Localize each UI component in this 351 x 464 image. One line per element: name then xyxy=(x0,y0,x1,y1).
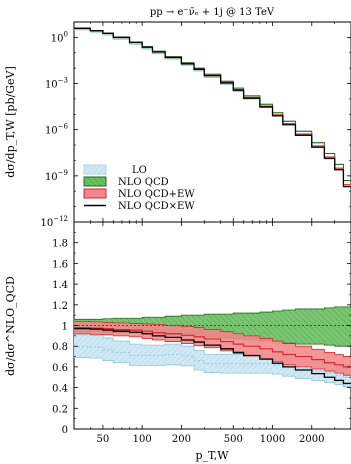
x-tick-label: 50 xyxy=(97,434,110,445)
ratio-line-lo xyxy=(74,346,351,378)
top-line-lo xyxy=(74,29,351,186)
legend-swatch-nlo-qcd-ew xyxy=(83,188,107,199)
ratio-band-nlo-qcd xyxy=(74,306,351,347)
top-y-axis-label: dσ/dp_T,W [pb/GeV] xyxy=(4,66,17,177)
x-tick-label: 200 xyxy=(172,434,191,445)
x-axis-label: p_T,W xyxy=(195,449,229,462)
chart-title: pp → e⁻ν̄ₑ + 1j @ 13 TeV xyxy=(150,7,275,18)
bottom-y-tick-label: 0.6 xyxy=(52,363,68,374)
legend-swatch-lo xyxy=(83,164,107,175)
x-tick-label: 1000 xyxy=(260,434,285,445)
legend-label-lo: LO xyxy=(132,165,147,176)
ratio-band-lo xyxy=(74,334,351,387)
top-line-nlo-qcd-x-ew xyxy=(74,27,351,188)
ratio-band-upper-nlo-qcd xyxy=(74,306,351,320)
top-band-nlo-qcd xyxy=(74,27,351,181)
ratio-line-nlo-qcd-x-ew xyxy=(74,327,351,385)
top-y-tick-label: 100 xyxy=(51,30,68,44)
top-panel-series xyxy=(74,27,351,188)
top-line-nlo-qcd xyxy=(74,27,351,181)
top-band-lo xyxy=(74,28,351,187)
bottom-y-axis-label: dσ/dσ^NLO_QCD xyxy=(4,276,17,376)
bottom-y-tick-label: 0.8 xyxy=(52,342,68,353)
bottom-y-tick-label: 1.6 xyxy=(52,259,68,270)
bottom-y-tick-label: 1.8 xyxy=(52,239,68,250)
top-y-tick-label: 10−3 xyxy=(45,77,68,91)
legend-label-nlo-qcd: NLO QCD xyxy=(118,177,169,188)
bottom-y-tick-label: 1.2 xyxy=(52,301,68,312)
axes: 50 100 200 500 1000 2000 100 10−3 10−6 10−9 10−12 0… xyxy=(40,21,351,445)
ratio-band-upper-nlo-qcd-ew xyxy=(74,320,351,357)
bottom-panel-series xyxy=(74,306,351,387)
bottom-y-tick-label: 1.4 xyxy=(52,280,68,291)
bottom-y-tick-label: 0.2 xyxy=(52,404,68,415)
ratio-line-nlo-qcd-ew xyxy=(74,326,351,368)
bottom-y-tick-label: 1 xyxy=(62,322,68,333)
ratio-band-lower-lo xyxy=(74,357,351,387)
legend-swatch-nlo-qcd xyxy=(83,176,107,187)
top-panel-frame xyxy=(73,21,351,223)
top-y-tick-label: 10−9 xyxy=(45,169,68,183)
top-band-nlo-qcd-ew xyxy=(74,27,351,186)
legend: LO NLO QCD NLO QCD+EW NLO QCD×EW xyxy=(83,164,195,212)
top-y-tick-label: 10−6 xyxy=(45,123,69,137)
x-tick-label: 2000 xyxy=(299,434,324,445)
x-tick-label: 100 xyxy=(133,434,152,445)
bottom-y-tick-label: 0.4 xyxy=(52,384,68,395)
legend-label-nlo-qcd-ew: NLO QCD+EW xyxy=(118,189,195,200)
x-tick-label: 500 xyxy=(224,434,243,445)
top-y-tick-label: 10−12 xyxy=(40,215,68,229)
bottom-y-tick-label: 0 xyxy=(62,425,68,436)
top-line-nlo-qcd-ew xyxy=(74,27,351,186)
legend-label-nlo-qcd-x-ew: NLO QCD×EW xyxy=(118,201,195,212)
